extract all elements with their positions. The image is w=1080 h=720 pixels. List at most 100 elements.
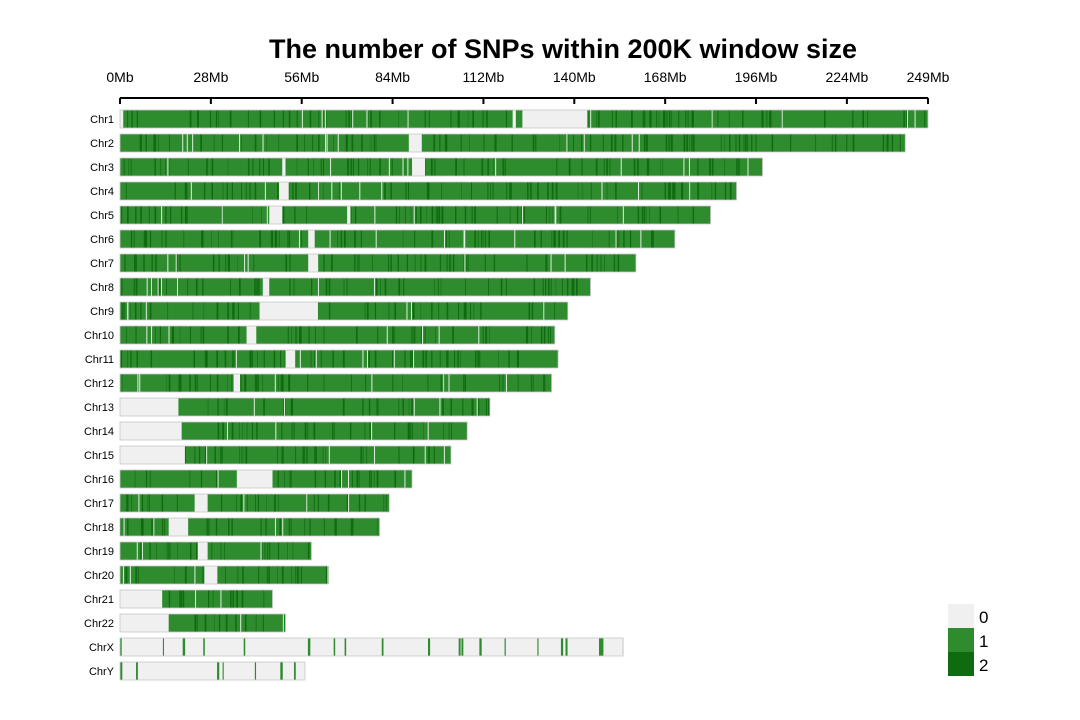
density-level-2-window bbox=[530, 326, 532, 344]
density-level-2-window bbox=[309, 518, 311, 536]
density-level-2-window bbox=[165, 206, 167, 224]
density-level-2-window bbox=[517, 374, 519, 392]
density-level-2-window bbox=[451, 422, 452, 440]
density-level-2-window bbox=[278, 134, 280, 152]
density-level-0-window bbox=[127, 302, 129, 320]
density-level-2-window bbox=[202, 566, 204, 584]
density-level-0-window bbox=[359, 182, 361, 200]
density-level-1-window bbox=[120, 662, 123, 680]
density-gap bbox=[308, 254, 318, 272]
density-level-2-window bbox=[364, 302, 366, 320]
density-level-2-window bbox=[249, 302, 251, 320]
chromosome-bar bbox=[120, 518, 380, 536]
density-level-2-window bbox=[149, 542, 151, 560]
density-level-2-window bbox=[554, 230, 556, 248]
density-level-0-window bbox=[192, 134, 194, 152]
density-level-2-window bbox=[313, 494, 315, 512]
density-level-2-window bbox=[350, 206, 352, 224]
x-tick-label: 140Mb bbox=[553, 69, 596, 85]
density-level-2-window bbox=[232, 302, 234, 320]
density-level-2-window bbox=[141, 542, 142, 560]
density-level-2-window bbox=[596, 254, 598, 272]
density-level-2-window bbox=[351, 518, 354, 536]
density-level-2-window bbox=[151, 254, 153, 272]
density-level-0-window bbox=[622, 206, 624, 224]
density-level-2-window bbox=[254, 134, 257, 152]
density-level-2-window bbox=[384, 278, 387, 296]
density-level-2-window bbox=[373, 470, 375, 488]
density-level-0-window bbox=[301, 110, 303, 128]
density-level-0-window bbox=[348, 470, 350, 488]
density-level-2-window bbox=[457, 110, 459, 128]
density-level-2-window bbox=[669, 182, 671, 200]
chromosome-row: Chr7 bbox=[90, 253, 637, 273]
density-level-2-window bbox=[479, 350, 481, 368]
density-level-2-window bbox=[815, 134, 817, 152]
density-level-2-window bbox=[464, 206, 467, 224]
density-level-2-window bbox=[698, 158, 699, 176]
density-level-2-window bbox=[350, 374, 352, 392]
density-level-2-window bbox=[747, 134, 749, 152]
density-level-2-window bbox=[414, 326, 416, 344]
density-level-2-window bbox=[376, 398, 378, 416]
density-level-2-window bbox=[659, 206, 662, 224]
density-level-2-window bbox=[663, 110, 666, 128]
density-level-2-window bbox=[140, 134, 142, 152]
density-level-0-window bbox=[371, 374, 373, 392]
density-level-2-window bbox=[427, 374, 429, 392]
density-level-2-window bbox=[339, 470, 341, 488]
density-level-2-window bbox=[724, 158, 726, 176]
density-level-0-window bbox=[317, 278, 319, 296]
density-level-2-window bbox=[278, 494, 279, 512]
density-gap bbox=[282, 158, 286, 176]
density-level-2-window bbox=[166, 542, 168, 560]
density-level-2-window bbox=[287, 230, 288, 248]
density-level-2-window bbox=[590, 182, 592, 200]
density-level-2-window bbox=[328, 278, 331, 296]
density-level-2-window bbox=[611, 110, 613, 128]
density-level-2-window bbox=[155, 326, 156, 344]
density-level-2-window bbox=[149, 470, 151, 488]
density-level-2-window bbox=[645, 134, 647, 152]
density-level-2-window bbox=[337, 230, 339, 248]
density-level-2-window bbox=[482, 326, 484, 344]
density-level-2-window bbox=[165, 230, 167, 248]
chromosome-label: Chr2 bbox=[90, 138, 114, 150]
density-level-0-window bbox=[631, 134, 633, 152]
density-level-2-window bbox=[555, 182, 558, 200]
density-level-2-window bbox=[342, 350, 345, 368]
chart-title: The number of SNPs within 200K window si… bbox=[269, 34, 857, 64]
density-level-2-window bbox=[258, 278, 260, 296]
density-level-2-window bbox=[604, 254, 605, 272]
density-level-2-window bbox=[608, 230, 610, 248]
density-level-2-window bbox=[277, 470, 279, 488]
density-level-2-window bbox=[215, 110, 218, 128]
density-level-2-window bbox=[445, 230, 447, 248]
density-level-2-window bbox=[203, 326, 205, 344]
density-level-2-window bbox=[195, 278, 198, 296]
density-level-2-window bbox=[293, 422, 295, 440]
density-level-0-window bbox=[160, 278, 162, 296]
density-level-2-window bbox=[359, 254, 360, 272]
density-level-2-window bbox=[123, 302, 125, 320]
density-level-2-window bbox=[668, 134, 670, 152]
density-level-2-window bbox=[483, 134, 485, 152]
density-level-2-window bbox=[678, 110, 680, 128]
density-level-1-window bbox=[333, 638, 336, 656]
density-level-2-window bbox=[135, 254, 137, 272]
density-level-2-window bbox=[460, 350, 462, 368]
density-level-2-window bbox=[179, 374, 182, 392]
density-level-0-window bbox=[274, 518, 276, 536]
density-level-2-window bbox=[597, 110, 600, 128]
density-level-2-window bbox=[282, 374, 284, 392]
density-level-2-window bbox=[484, 230, 486, 248]
density-level-2-window bbox=[790, 134, 792, 152]
density-gap bbox=[408, 134, 422, 152]
density-level-2-window bbox=[161, 494, 164, 512]
density-level-2-window bbox=[309, 110, 312, 128]
density-level-2-window bbox=[602, 134, 604, 152]
density-level-2-window bbox=[332, 350, 334, 368]
chromosome-bar bbox=[120, 374, 552, 392]
density-level-2-window bbox=[390, 182, 392, 200]
density-level-2-window bbox=[586, 254, 588, 272]
